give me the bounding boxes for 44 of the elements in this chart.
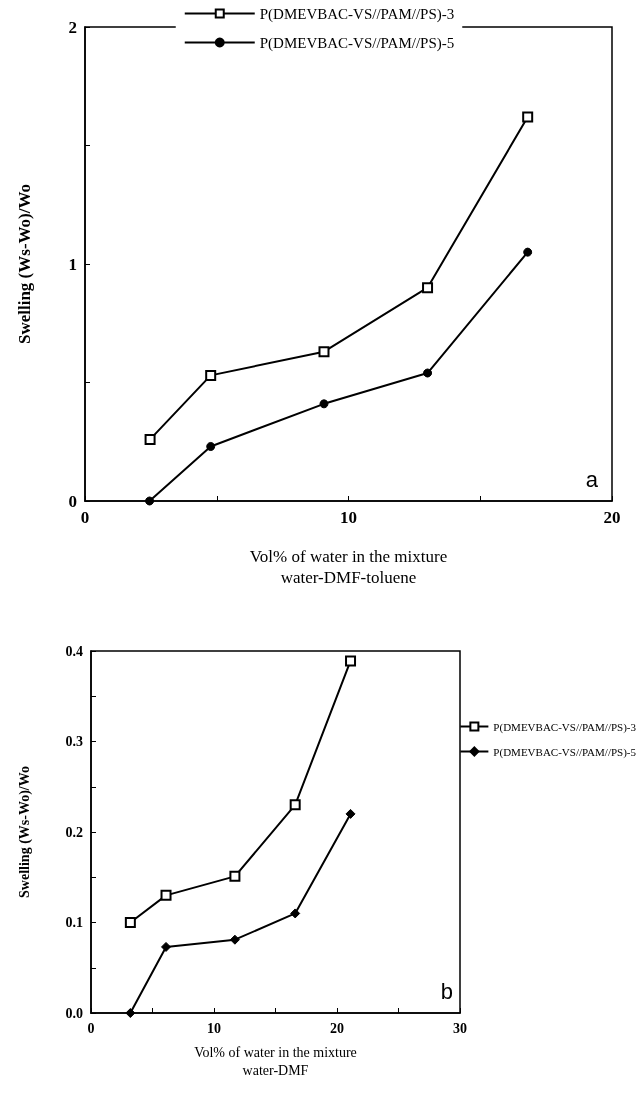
point bbox=[206, 441, 216, 451]
x-tick-label: 20 bbox=[330, 1020, 344, 1036]
point bbox=[289, 799, 301, 811]
x-tick-label: 20 bbox=[603, 508, 621, 527]
x-tick-label: 30 bbox=[453, 1020, 467, 1036]
y-tick-label: 0 bbox=[68, 491, 77, 511]
point bbox=[319, 399, 329, 409]
point bbox=[422, 282, 434, 294]
x-axis-title: Vol% of water in the mixture water-DMF bbox=[194, 1044, 357, 1078]
x-axis-title: Vol% of water in the mixture water-DMF-toluene bbox=[249, 547, 448, 587]
y-tick-label: 0.0 bbox=[65, 1005, 83, 1021]
x-tick-label: 0 bbox=[87, 1020, 95, 1036]
point bbox=[345, 655, 357, 667]
legend-label: P(DMEVBAC-VS//PAM//PS)-3 bbox=[259, 5, 455, 23]
y-tick-label: 2 bbox=[68, 17, 77, 37]
point bbox=[124, 917, 136, 928]
annotation: b bbox=[440, 978, 454, 1004]
point bbox=[205, 369, 217, 381]
x-tick-label: 10 bbox=[207, 1020, 221, 1036]
point bbox=[125, 1008, 136, 1018]
point bbox=[229, 870, 241, 882]
legend-label: P(DMEVBAC-VS//PAM//PS)-5 bbox=[493, 745, 637, 759]
y-tick-label: 0.3 bbox=[65, 734, 83, 749]
point bbox=[345, 808, 356, 819]
point bbox=[160, 889, 172, 901]
point bbox=[290, 908, 301, 919]
legend-label: P(DMEVBAC-VS//PAM//PS)-3 bbox=[493, 720, 637, 734]
legend-label: P(DMEVBAC-VS//PAM//PS)-5 bbox=[259, 34, 455, 52]
annotation: a bbox=[585, 466, 599, 492]
y-axis-title: Swelling (Ws-Wo)/Wo bbox=[15, 183, 34, 345]
point bbox=[423, 368, 433, 378]
point bbox=[229, 934, 240, 945]
point bbox=[161, 941, 172, 952]
y-tick-label: 0.4 bbox=[65, 643, 83, 659]
point bbox=[145, 496, 155, 506]
point bbox=[523, 247, 533, 257]
point bbox=[522, 111, 534, 123]
y-axis-title: Swelling (Ws-Wo)/Wo bbox=[16, 766, 33, 898]
x-tick-label: 10 bbox=[340, 508, 357, 527]
point bbox=[144, 433, 156, 445]
y-tick-label: 0.2 bbox=[65, 824, 83, 840]
y-tick-label: 0.1 bbox=[65, 915, 83, 930]
point bbox=[318, 346, 330, 358]
y-tick-label: 1 bbox=[68, 254, 77, 274]
